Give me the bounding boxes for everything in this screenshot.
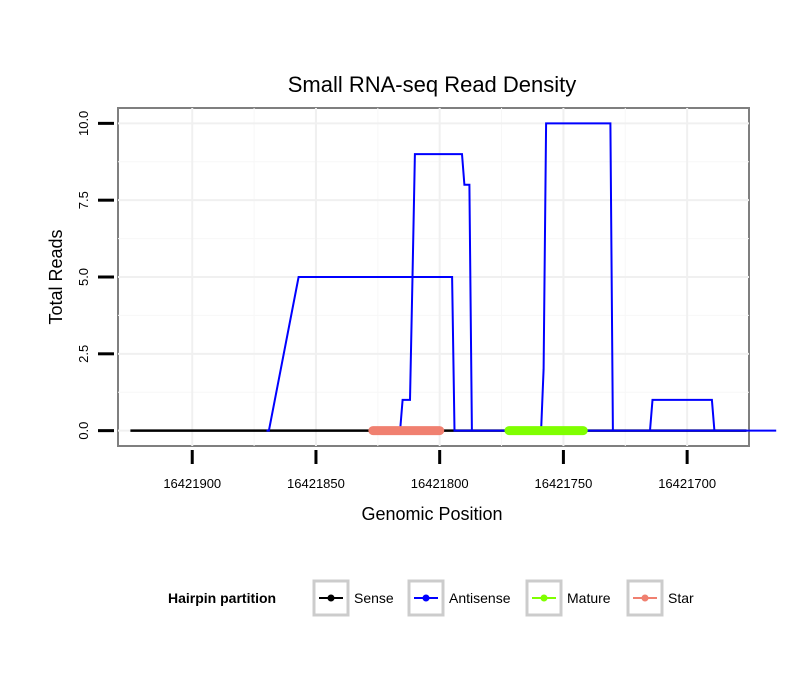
- legend-label: Star: [668, 590, 694, 606]
- legend-label: Antisense: [449, 590, 511, 606]
- legend-key-point: [641, 594, 649, 602]
- legend-label: Mature: [567, 590, 611, 606]
- y-tick-label: 7.5: [76, 191, 91, 209]
- x-tick-label: 16421750: [534, 476, 592, 491]
- legend-label: Sense: [354, 590, 394, 606]
- legend-item-star: Star: [626, 579, 694, 617]
- series-line-antisense-c: [540, 122, 614, 431]
- x-tick-label: 16421900: [163, 476, 221, 491]
- series-line-antisense-b: [399, 153, 473, 431]
- legend-key-point: [540, 594, 548, 602]
- legend-title: Hairpin partition: [168, 590, 276, 606]
- x-tick-label: 16421850: [287, 476, 345, 491]
- legend-key-point: [422, 594, 430, 602]
- x-axis-title: Genomic Position: [361, 504, 502, 524]
- chart-title: Small RNA-seq Read Density: [288, 72, 577, 97]
- x-tick-label: 16421700: [658, 476, 716, 491]
- y-tick-label: 5.0: [76, 268, 91, 286]
- series-line-antisense-d: [649, 398, 716, 431]
- legend-item-antisense: Antisense: [407, 579, 511, 617]
- y-tick-label: 0.0: [76, 422, 91, 440]
- x-tick-label: 16421800: [411, 476, 469, 491]
- legend-key-point: [327, 594, 335, 602]
- y-axis: 0.0 2.5 5.0 7.5 10.0: [76, 111, 114, 440]
- x-axis: 16421900 16421850 16421800 16421750 16421700: [163, 450, 716, 491]
- legend: Hairpin partition Sense Antisense Mature St…: [168, 579, 694, 617]
- y-axis-title: Total Reads: [46, 229, 66, 324]
- y-tick-label: 10.0: [76, 111, 91, 136]
- data-series: [130, 122, 777, 436]
- y-tick-label: 2.5: [76, 345, 91, 363]
- legend-item-mature: Mature: [525, 579, 611, 617]
- legend-item-sense: Sense: [312, 579, 394, 617]
